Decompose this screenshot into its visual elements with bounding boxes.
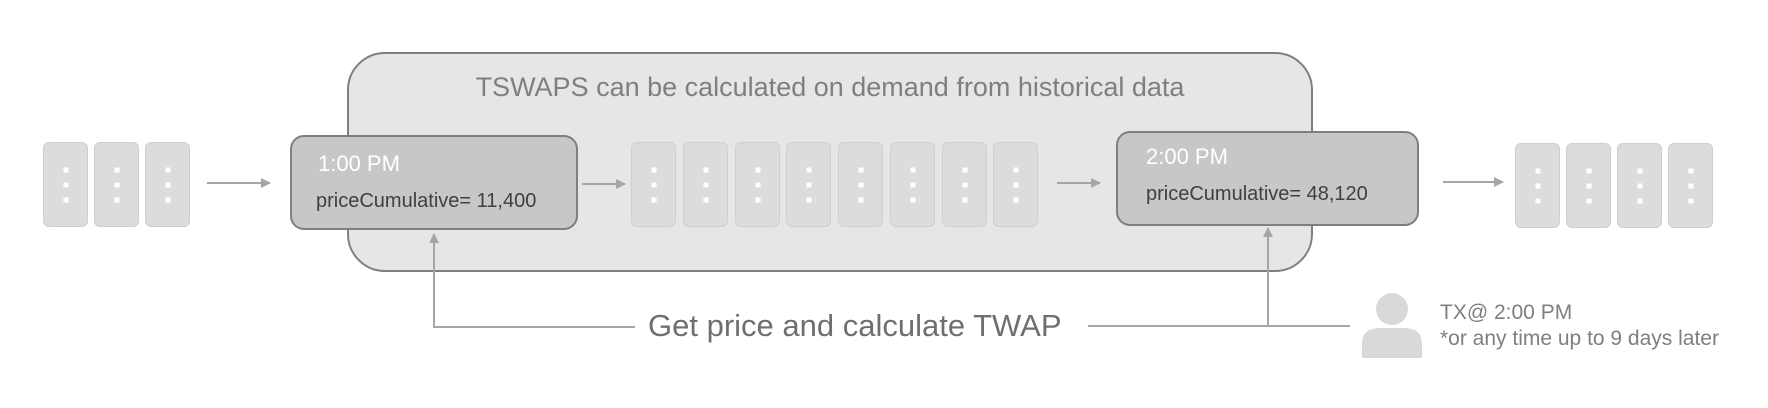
- transaction-note: *or any time up to 9 days later: [1440, 327, 1719, 350]
- twap-caption: Get price and calculate TWAP: [648, 308, 1062, 343]
- block-icon: [43, 142, 88, 227]
- checkpoint-end: [1116, 131, 1419, 226]
- block-icon: [942, 142, 987, 227]
- arrow-icon: [429, 233, 635, 328]
- block-icon: [1515, 143, 1560, 228]
- transaction-time: TX@ 2:00 PM: [1440, 301, 1573, 324]
- block-icon: [145, 142, 190, 227]
- block-icon: [735, 142, 780, 227]
- checkpoint-start-value: priceCumulative= 11,400: [316, 190, 537, 212]
- checkpoint-start: [290, 135, 578, 230]
- block-icon: [838, 142, 883, 227]
- block-icon: [1617, 143, 1662, 228]
- block-icon: [1566, 143, 1611, 228]
- block-icon: [786, 142, 831, 227]
- checkpoint-start-time: 1:00 PM: [318, 151, 400, 176]
- checkpoint-end-time: 2:00 PM: [1146, 144, 1228, 169]
- user-icon: [1362, 293, 1422, 358]
- checkpoint-end-value: priceCumulative= 48,120: [1146, 183, 1368, 205]
- block-icon: [1668, 143, 1713, 228]
- wrapper-title: TSWAPS can be calculated on demand from …: [475, 72, 1185, 102]
- block-icon: [890, 142, 935, 227]
- block-icon: [94, 142, 139, 227]
- block-icon: [993, 142, 1038, 227]
- block-icon: [631, 142, 676, 227]
- block-icon: [683, 142, 728, 227]
